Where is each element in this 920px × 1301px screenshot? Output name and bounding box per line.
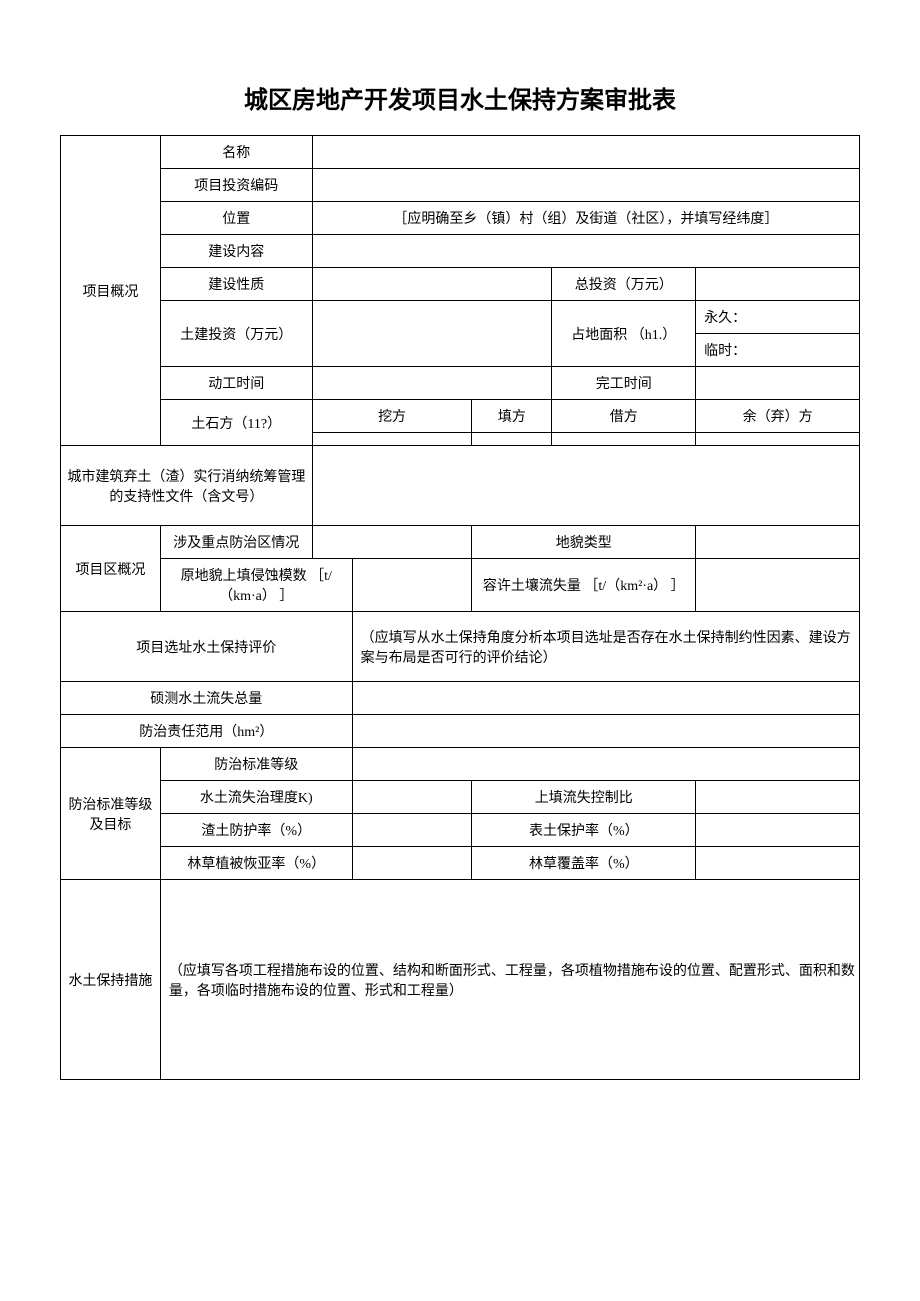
name-value: [312, 136, 859, 169]
land-area-label: 占地面积 （h1.）: [552, 301, 696, 367]
allowloss-label: 容许土壤流失量 ［t/（km²·a） ］: [472, 559, 696, 612]
slag-value: [352, 814, 472, 847]
page-title: 城区房地产开发项目水土保持方案审批表: [60, 80, 860, 115]
temporary-label: 临时：: [696, 334, 860, 367]
veg-cover-label: 林草覆盖率（%）: [472, 847, 696, 880]
end-label: 完工时间: [552, 367, 696, 400]
landform-label: 地貌类型: [472, 526, 696, 559]
total-invest-value: [696, 268, 860, 301]
borrow-value: [552, 433, 696, 446]
topsoil-label: 表土保护率（%）: [472, 814, 696, 847]
veg-restore-label: 林草植被恢亚率（%）: [160, 847, 352, 880]
permanent-label: 永久：: [696, 301, 860, 334]
siteeval-label: 项目选址水土保持评价: [61, 612, 353, 682]
civil-invest-label: 土建投资（万元）: [160, 301, 312, 367]
total-invest-label: 总投资（万元）: [552, 268, 696, 301]
location-label: 位置: [160, 202, 312, 235]
nature-label: 建设性质: [160, 268, 312, 301]
stdgrade-label: 防治标准等级: [160, 748, 352, 781]
landform-value: [696, 526, 860, 559]
keyarea-value: [312, 526, 472, 559]
lossctrl-value: [696, 781, 860, 814]
code-value: [312, 169, 859, 202]
content-value: [312, 235, 859, 268]
treatment-label: 水土流失治理度K): [160, 781, 352, 814]
fill-label: 填方: [472, 400, 552, 433]
excavate-label: 挖方: [312, 400, 472, 433]
name-label: 名称: [160, 136, 312, 169]
approval-form-table: 项目概况 名称 项目投资编码 位置 ［应明确至乡（镇）村（组）及街道（社区），并…: [60, 135, 860, 1080]
nature-value: [312, 268, 552, 301]
keyarea-label: 涉及重点防治区情况: [160, 526, 312, 559]
topsoil-value: [696, 814, 860, 847]
borrow-label: 借方: [552, 400, 696, 433]
responsibility-value: [352, 715, 859, 748]
section1-header: 项目概况: [61, 136, 161, 446]
erosion-label: 原地貌上填侵蚀模数 ［t/（km·a） ］: [160, 559, 352, 612]
stdgrade-value: [352, 748, 859, 781]
section2-header: 项目区概况: [61, 526, 161, 612]
start-value: [312, 367, 552, 400]
location-value: ［应明确至乡（镇）村（组）及街道（社区），并填写经纬度］: [312, 202, 859, 235]
waste-doc-label: 城市建筑弃土（渣）实行消纳统筹管理的支持性文件（含文号）: [61, 446, 313, 526]
earthwork-label: 土石方（11?）: [160, 400, 312, 446]
veg-cover-value: [696, 847, 860, 880]
slag-label: 渣土防护率（%）: [160, 814, 352, 847]
lossctrl-label: 上填流失控制比: [472, 781, 696, 814]
treatment-value: [352, 781, 472, 814]
end-value: [696, 367, 860, 400]
civil-invest-value: [312, 301, 552, 367]
responsibility-label: 防治责任范用（hm²）: [61, 715, 353, 748]
totalloss-label: 硕测水土流失总量: [61, 682, 353, 715]
content-label: 建设内容: [160, 235, 312, 268]
allowloss-value: [696, 559, 860, 612]
totalloss-value: [352, 682, 859, 715]
veg-restore-value: [352, 847, 472, 880]
erosion-value: [352, 559, 472, 612]
waste-doc-value: [312, 446, 859, 526]
surplus-label: 余（弃）方: [696, 400, 860, 433]
measures-value: （应填写各项工程措施布设的位置、结构和断面形式、工程量，各项植物措施布设的位置、…: [160, 880, 859, 1080]
section5-header: 水土保持措施: [61, 880, 161, 1080]
excavate-value: [312, 433, 472, 446]
fill-value: [472, 433, 552, 446]
code-label: 项目投资编码: [160, 169, 312, 202]
surplus-value: [696, 433, 860, 446]
siteeval-value: （应填写从水土保持角度分析本项目选址是否存在水土保持制约性因素、建设方案与布局是…: [352, 612, 859, 682]
section4-header: 防治标准等级及目标: [61, 748, 161, 880]
start-label: 动工时间: [160, 367, 312, 400]
